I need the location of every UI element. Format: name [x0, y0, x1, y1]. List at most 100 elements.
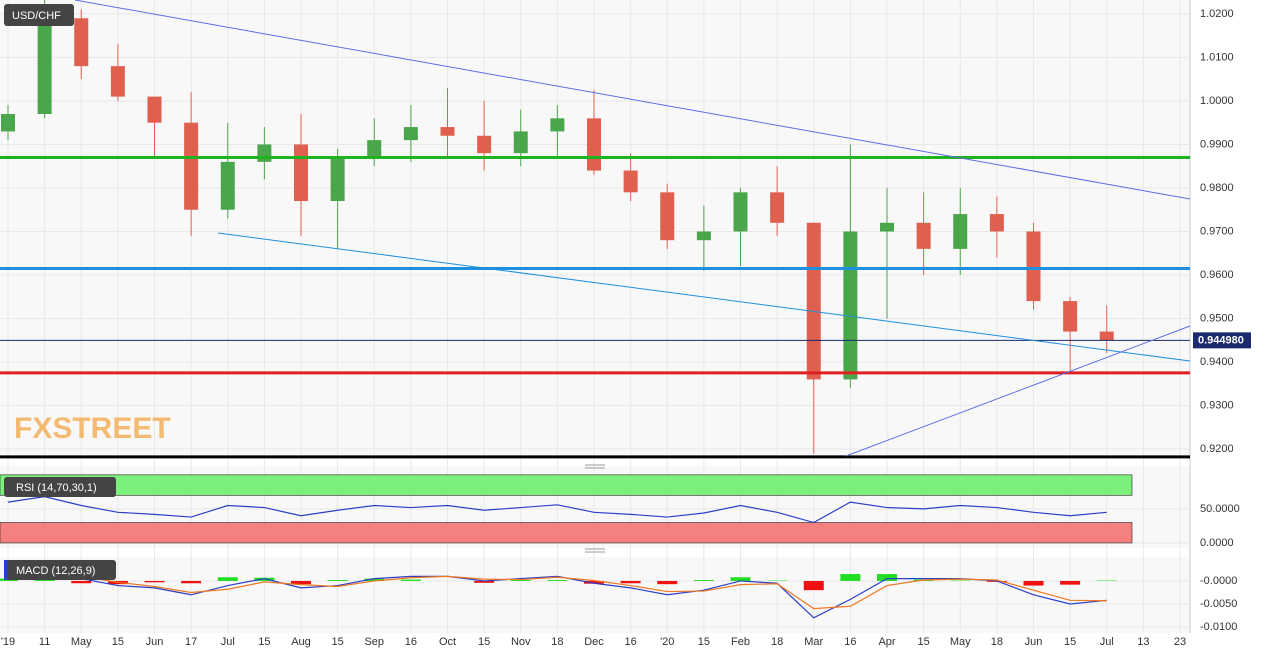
rsi-badge	[4, 477, 116, 497]
y-tick-label: 1.0100	[1200, 51, 1234, 63]
x-tick-label: Dec	[584, 636, 604, 648]
x-tick-label: Nov	[511, 636, 531, 648]
histogram-bar	[291, 580, 311, 585]
last-price-box	[1193, 332, 1251, 349]
candle-body	[733, 192, 748, 232]
y-tick-label: 0.9200	[1200, 443, 1234, 455]
candle-body	[1099, 331, 1114, 341]
histogram-bar	[730, 577, 751, 581]
x-tick-label: Jul	[221, 636, 235, 648]
candle-body	[623, 170, 638, 193]
x-tick-label: 16	[844, 636, 856, 648]
y-tick-label: 0.9500	[1200, 312, 1234, 324]
rsi-band	[0, 474, 1133, 496]
rsi-band	[0, 522, 1133, 544]
price-panel	[0, 0, 1190, 457]
histogram-bar	[840, 574, 861, 581]
x-tick-label: 15	[478, 636, 490, 648]
x-tick-label: 13	[1137, 636, 1149, 648]
candle-body	[916, 222, 931, 249]
macd-badge	[4, 560, 116, 580]
histogram-bar	[144, 580, 165, 583]
x-tick-label: Jun	[146, 636, 164, 648]
x-tick-label: Sep	[364, 636, 384, 648]
panel-handle[interactable]	[585, 548, 605, 553]
x-tick-label: Jul	[1100, 636, 1114, 648]
symbol-label: USD/CHF	[12, 10, 61, 22]
panel-handle[interactable]	[585, 464, 605, 469]
x-tick-label: 15	[112, 636, 124, 648]
y-tick-label: 0.9900	[1200, 138, 1234, 150]
histogram-bar	[547, 580, 568, 581]
y-tick-label: 1.0200	[1200, 8, 1234, 20]
y-tick-label: 0.9600	[1200, 269, 1234, 281]
y-tick-label: -0.0000	[1200, 575, 1237, 587]
x-tick-label: 15	[698, 636, 710, 648]
candle-body	[806, 222, 821, 380]
marks	[0, 0, 1190, 619]
macd-panel	[0, 557, 1190, 633]
candle-body	[660, 192, 675, 241]
x-tick-label: Feb	[731, 636, 750, 648]
x-tick-label: 18	[991, 636, 1003, 648]
candle-body	[696, 231, 711, 241]
histogram-bar	[364, 578, 385, 581]
last-price-label: 0.944980	[1198, 334, 1244, 346]
candle-body	[403, 127, 418, 141]
y-tick-label: -0.0100	[1200, 621, 1237, 633]
y-tick-label: 0.9400	[1200, 356, 1234, 368]
candle-body	[367, 140, 382, 158]
candle-body	[330, 157, 345, 202]
candle-body	[587, 118, 601, 171]
x-tick-label: 15	[1064, 636, 1076, 648]
histogram-bar	[877, 574, 897, 581]
x-tick-label: 15	[258, 636, 270, 648]
histogram-bar	[181, 580, 202, 584]
candle-body	[513, 131, 528, 154]
candle-body	[294, 144, 308, 202]
candle-body	[1026, 231, 1041, 302]
macd-badge-accent	[4, 560, 8, 580]
candle-body	[880, 222, 894, 232]
histogram-bar	[693, 580, 714, 581]
candle-body	[110, 66, 125, 97]
candle-body	[953, 214, 968, 249]
watermark: FXSTREET	[14, 412, 171, 445]
indicator-line	[7, 496, 1107, 524]
x-tick-label: May	[950, 636, 971, 648]
histogram-bar	[620, 580, 641, 584]
candle-body	[989, 214, 1004, 232]
x-tick-label: Jun	[1025, 636, 1043, 648]
x-tick-label: 18	[551, 636, 563, 648]
histogram-bar	[327, 580, 348, 581]
x-tick-label: 15	[918, 636, 930, 648]
histogram-bar	[474, 580, 495, 583]
x-tick-label: 11	[39, 636, 50, 648]
x-tick-label: '20	[660, 636, 674, 648]
candle-body	[257, 144, 272, 162]
histogram-bar	[510, 580, 531, 581]
x-tick-label: Oct	[439, 636, 456, 648]
y-tick-label: -0.0050	[1200, 598, 1237, 610]
y-tick-label: 0.9800	[1200, 182, 1234, 194]
histogram-bar	[400, 579, 421, 581]
histogram-bar	[803, 580, 824, 591]
x-tick-label: Apr	[878, 636, 895, 648]
candle-body	[550, 118, 565, 132]
y-tick-label: 0.9300	[1200, 399, 1234, 411]
symbol-badge	[4, 4, 74, 26]
histogram-bar	[584, 580, 604, 584]
histogram-bar	[1023, 580, 1044, 586]
rsi-label: RSI (14,70,30,1)	[16, 482, 97, 494]
candle-body	[1, 114, 15, 132]
x-tick-label: 16	[405, 636, 417, 648]
histogram-bar	[217, 577, 238, 581]
trendline	[74, 0, 1191, 200]
histogram-bar	[71, 580, 92, 584]
x-tick-label: 18	[771, 636, 783, 648]
candle-body	[74, 18, 89, 67]
trendline	[217, 232, 1191, 362]
x-tick-label: Mar	[804, 636, 823, 648]
y-tick-label: 50.0000	[1200, 503, 1240, 515]
